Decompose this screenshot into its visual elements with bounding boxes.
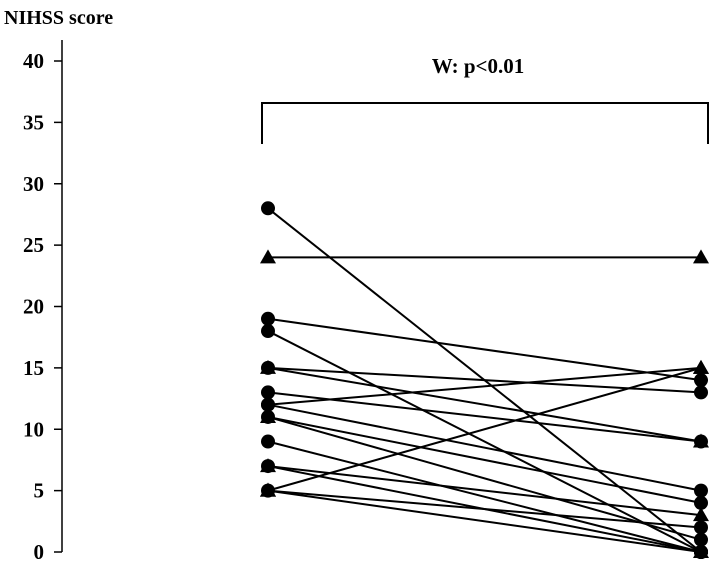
patient-line <box>267 465 702 517</box>
triangle-marker <box>693 507 709 522</box>
patient-line <box>267 366 702 443</box>
y-axis-title: NIHSS score <box>4 7 113 29</box>
circle-marker <box>694 373 708 388</box>
circle-marker <box>261 385 275 400</box>
circle-marker <box>261 311 275 326</box>
triangle-marker <box>260 359 276 374</box>
y-axis-ticks: 0 5 10 15 20 25 30 35 40 <box>23 49 62 564</box>
y-tick-label: 10 <box>23 417 44 441</box>
y-tick-label: 25 <box>23 233 44 257</box>
patient-line <box>267 440 702 553</box>
y-tick-label: 30 <box>23 172 44 196</box>
patient-line <box>267 330 702 553</box>
patient-line <box>267 489 702 553</box>
circle-marker <box>261 409 275 424</box>
patient-line <box>267 366 702 406</box>
triangle-marker <box>693 359 709 374</box>
y-tick-label: 5 <box>34 479 45 503</box>
patient-line <box>267 366 702 492</box>
pair-markers <box>260 201 709 559</box>
circle-marker <box>694 520 708 535</box>
patient-line <box>267 391 702 443</box>
circle-marker <box>261 397 275 412</box>
circle-marker <box>694 434 708 449</box>
significance-bracket <box>261 102 709 144</box>
circle-marker <box>261 434 275 449</box>
triangle-marker <box>260 482 276 497</box>
significance-label: W: p<0.01 <box>432 54 524 78</box>
circle-marker <box>694 483 708 498</box>
y-tick-label: 35 <box>23 110 44 134</box>
y-tick-label: 20 <box>23 295 44 319</box>
patient-line <box>267 403 702 492</box>
y-tick-label: 15 <box>23 356 44 380</box>
patient-line <box>267 489 702 529</box>
pair-lines <box>267 207 702 553</box>
patient-line <box>267 317 702 382</box>
circle-marker <box>261 201 275 216</box>
triangle-marker <box>693 249 709 264</box>
triangle-marker <box>260 458 276 473</box>
circle-marker <box>694 545 708 559</box>
circle-marker <box>261 324 275 339</box>
circle-marker <box>694 385 708 400</box>
y-tick-label: 40 <box>23 49 44 73</box>
circle-marker <box>694 532 708 547</box>
y-tick-label: 0 <box>34 540 45 564</box>
patient-line <box>267 416 702 541</box>
patient-line <box>267 415 702 504</box>
triangle-marker <box>260 249 276 264</box>
circle-marker <box>694 495 708 510</box>
